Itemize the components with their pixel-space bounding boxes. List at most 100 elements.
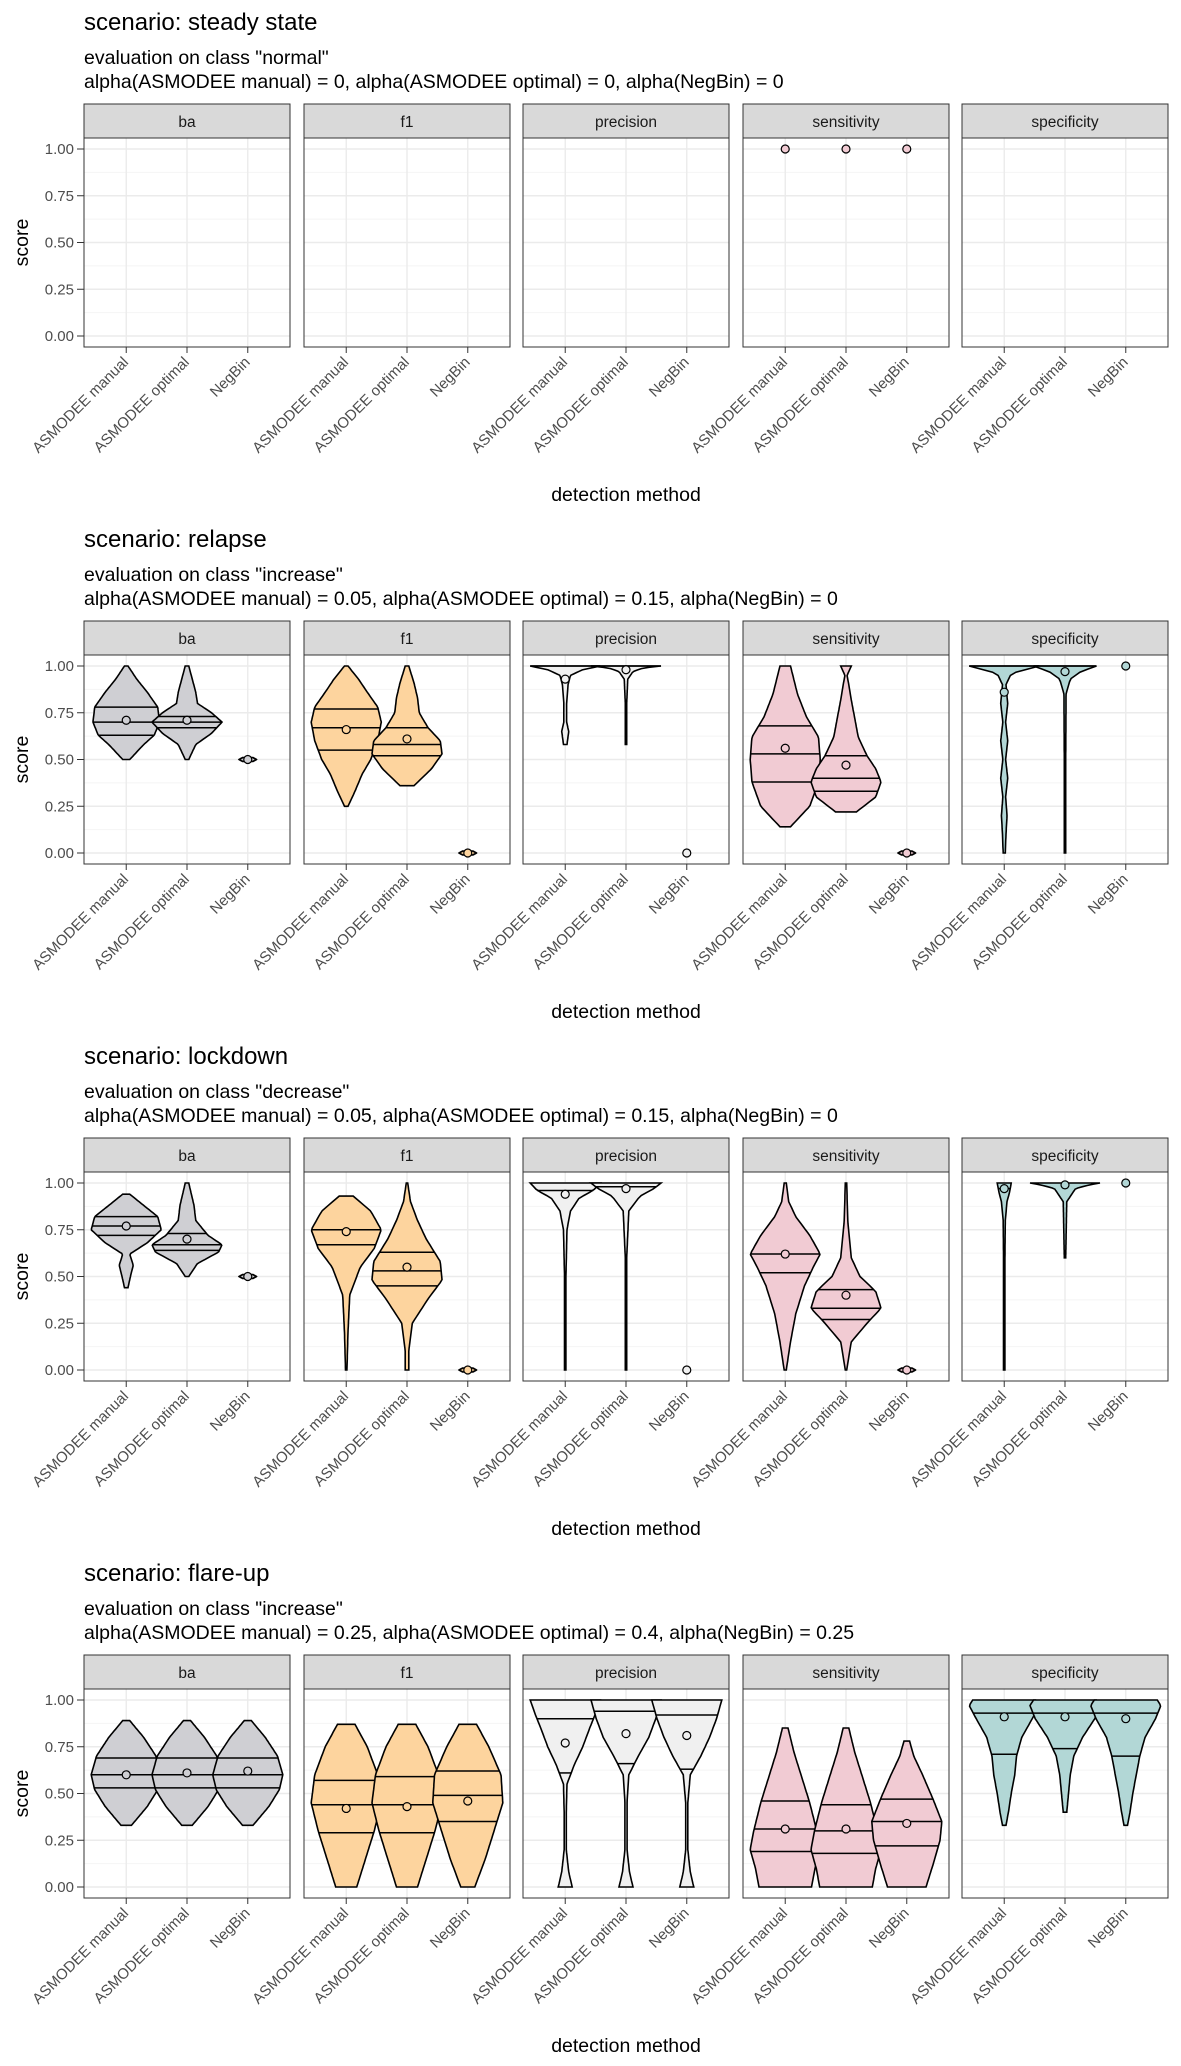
- violin-negbin: [902, 144, 912, 154]
- violin-body: [870, 1740, 943, 1888]
- mean-point: [999, 687, 1009, 697]
- y-tick-label: 0.00: [45, 1879, 74, 1896]
- mean-point: [682, 1730, 692, 1741]
- facet-strip: [961, 1137, 1169, 1173]
- mean-point: [780, 1824, 790, 1834]
- y-tick-label: 0.50: [45, 235, 74, 252]
- violin-body: [589, 1699, 663, 1888]
- y-tick-label: 1.00: [45, 141, 74, 158]
- x-tick-label: NegBin: [866, 1388, 913, 1435]
- facet-label: ba: [178, 114, 196, 131]
- facet-label: f1: [401, 1148, 414, 1165]
- violin-body: [310, 665, 383, 808]
- violin-negbin: [211, 1719, 284, 1827]
- violin-body: [90, 1193, 162, 1289]
- facet-label: precision: [595, 114, 657, 131]
- violin-body: [1090, 1699, 1162, 1827]
- facet-strip: [83, 620, 291, 656]
- facet-strip: [83, 1654, 291, 1690]
- violin-body: [810, 665, 882, 813]
- violin-asmodee-optimal: [1029, 1699, 1101, 1813]
- violin-body: [968, 1699, 1040, 1827]
- x-tick-label: NegBin: [427, 1905, 474, 1952]
- violin-body: [528, 1182, 603, 1371]
- violin-asmodee-manual: [528, 1182, 603, 1371]
- facet-label: specificity: [1031, 631, 1098, 648]
- y-tick-label: 1.00: [45, 1175, 74, 1192]
- mean-point: [682, 1365, 692, 1375]
- x-tick-label: NegBin: [866, 871, 913, 918]
- facet-strip: [303, 1654, 511, 1690]
- facet-label: sensitivity: [812, 114, 879, 131]
- violin-body: [1029, 1182, 1101, 1259]
- x-axis-label: detection method: [551, 1518, 701, 1540]
- violin-asmodee-optimal: [371, 665, 443, 787]
- x-tick-label: NegBin: [207, 1388, 254, 1435]
- mean-point: [841, 760, 851, 770]
- violin-asmodee-optimal: [810, 1182, 882, 1371]
- chart-title: scenario: relapse: [84, 526, 267, 553]
- violin-asmodee-manual: [530, 665, 601, 746]
- x-tick-label: NegBin: [427, 871, 474, 918]
- chart-block-2: scenario: lockdown evaluation on class "d…: [11, 1043, 1169, 1540]
- facet-strip: [742, 1654, 950, 1690]
- x-tick-label: NegBin: [646, 1388, 693, 1435]
- facet-label: specificity: [1031, 1148, 1098, 1165]
- violin-body: [431, 1723, 504, 1888]
- violin-asmodee-optimal: [371, 1723, 443, 1888]
- mean-point: [1060, 1712, 1070, 1722]
- mean-point: [560, 1738, 570, 1748]
- mean-point: [402, 734, 412, 744]
- violin-body: [310, 1195, 382, 1371]
- facet-label: specificity: [1031, 114, 1098, 131]
- violin-negbin: [682, 848, 692, 858]
- x-tick-label: NegBin: [207, 871, 254, 918]
- facet-label: precision: [595, 631, 657, 648]
- y-tick-label: 0.25: [45, 281, 74, 298]
- facet-strip: [83, 1137, 291, 1173]
- mean-point: [841, 1824, 851, 1834]
- y-tick-label: 0.00: [45, 328, 74, 345]
- violin-asmodee-optimal: [589, 1699, 663, 1888]
- facet-strip: [742, 1137, 950, 1173]
- facet-strip: [303, 620, 511, 656]
- facet-label: sensitivity: [812, 631, 879, 648]
- facet-label: f1: [401, 631, 414, 648]
- x-axis-label: detection method: [551, 484, 701, 506]
- facet-label: f1: [401, 114, 414, 131]
- y-tick-label: 0.50: [45, 1786, 74, 1803]
- mean-point: [243, 1766, 253, 1776]
- facet-strip: [742, 103, 950, 139]
- y-axis-label: score: [11, 1770, 33, 1818]
- mean-point: [902, 1365, 912, 1375]
- mean-point: [621, 1729, 631, 1739]
- violin-asmodee-optimal: [1029, 1180, 1101, 1259]
- violin-body: [530, 665, 601, 746]
- facet-label: ba: [178, 1665, 196, 1682]
- violin-body: [1029, 1699, 1101, 1813]
- violin-negbin: [457, 1365, 478, 1375]
- y-axis-label: score: [11, 1253, 33, 1301]
- mean-point: [463, 1796, 473, 1806]
- mean-point: [682, 848, 692, 858]
- x-tick-label: NegBin: [1085, 871, 1132, 918]
- chart-title: scenario: flare-up: [84, 1560, 269, 1587]
- mean-point: [463, 1365, 473, 1375]
- violin-asmodee-optimal: [590, 665, 662, 746]
- chart-subtitle: alpha(ASMODEE manual) = 0.05, alpha(ASMO…: [84, 1105, 838, 1127]
- violin-asmodee-manual: [968, 665, 1040, 854]
- mean-point: [182, 1234, 192, 1244]
- violin-body: [588, 1182, 664, 1371]
- y-tick-label: 1.00: [45, 658, 74, 675]
- violin-negbin: [896, 848, 917, 858]
- mean-point: [1121, 661, 1131, 671]
- violin-body: [810, 1182, 882, 1371]
- violin-asmodee-optimal: [588, 1182, 664, 1371]
- violin-asmodee-manual: [749, 665, 822, 828]
- mean-point: [902, 144, 912, 154]
- violin-asmodee-optimal: [150, 665, 224, 761]
- violin-body: [529, 1699, 602, 1888]
- y-axis-label: score: [11, 736, 33, 784]
- y-tick-label: 0.25: [45, 1832, 74, 1849]
- y-tick-label: 0.50: [45, 1269, 74, 1286]
